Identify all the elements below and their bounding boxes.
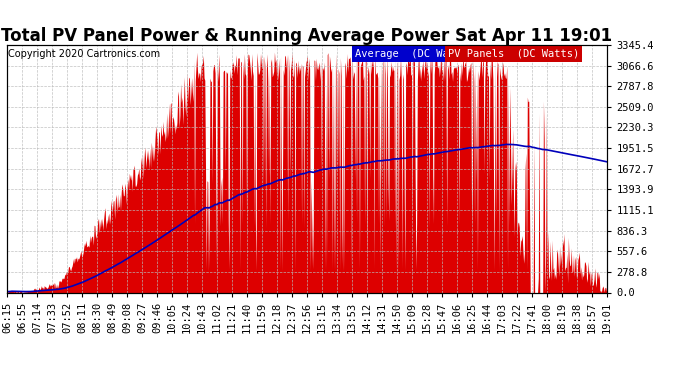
Text: Average  (DC Watts): Average (DC Watts): [355, 49, 474, 59]
Text: PV Panels  (DC Watts): PV Panels (DC Watts): [448, 49, 580, 59]
Title: Total PV Panel Power & Running Average Power Sat Apr 11 19:01: Total PV Panel Power & Running Average P…: [1, 27, 613, 45]
Text: Copyright 2020 Cartronics.com: Copyright 2020 Cartronics.com: [8, 49, 159, 59]
